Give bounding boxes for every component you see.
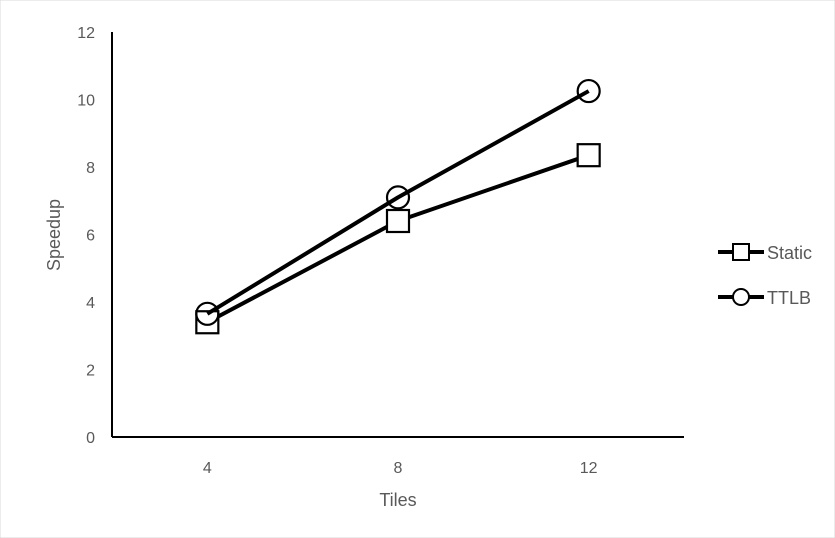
x-tick-label: 4 xyxy=(203,460,212,477)
y-tick-label: 0 xyxy=(86,430,95,447)
y-tick-label: 12 xyxy=(77,25,95,42)
data-point-ttlb xyxy=(195,301,220,326)
legend-label-ttlb: TTLB xyxy=(767,288,811,308)
series-layer xyxy=(195,78,601,335)
y-tick-labels: 0 2 4 6 8 10 12 xyxy=(77,25,95,447)
legend-square-marker xyxy=(732,243,750,261)
data-point-ttlb xyxy=(385,185,411,210)
data-point-static xyxy=(576,143,601,168)
y-tick-label: 2 xyxy=(86,363,95,380)
legend-label-static: Static xyxy=(767,243,812,263)
data-point-static xyxy=(195,310,220,335)
y-axis-title: Speedup xyxy=(44,199,64,271)
y-tick-label: 10 xyxy=(77,93,95,110)
data-point-ttlb xyxy=(576,78,601,104)
x-tick-label: 8 xyxy=(394,460,403,477)
legend-circle-marker xyxy=(732,288,750,306)
y-tick-label: 6 xyxy=(86,228,95,245)
data-point-static xyxy=(385,208,411,234)
x-tick-labels: 4 8 12 xyxy=(203,460,598,477)
x-axis-title: Tiles xyxy=(379,490,416,510)
series-line-ttlb xyxy=(206,89,590,316)
x-tick-label: 12 xyxy=(580,460,598,477)
legend: Static TTLB xyxy=(718,243,812,308)
y-tick-label: 8 xyxy=(86,160,95,177)
y-tick-label: 4 xyxy=(86,295,95,312)
